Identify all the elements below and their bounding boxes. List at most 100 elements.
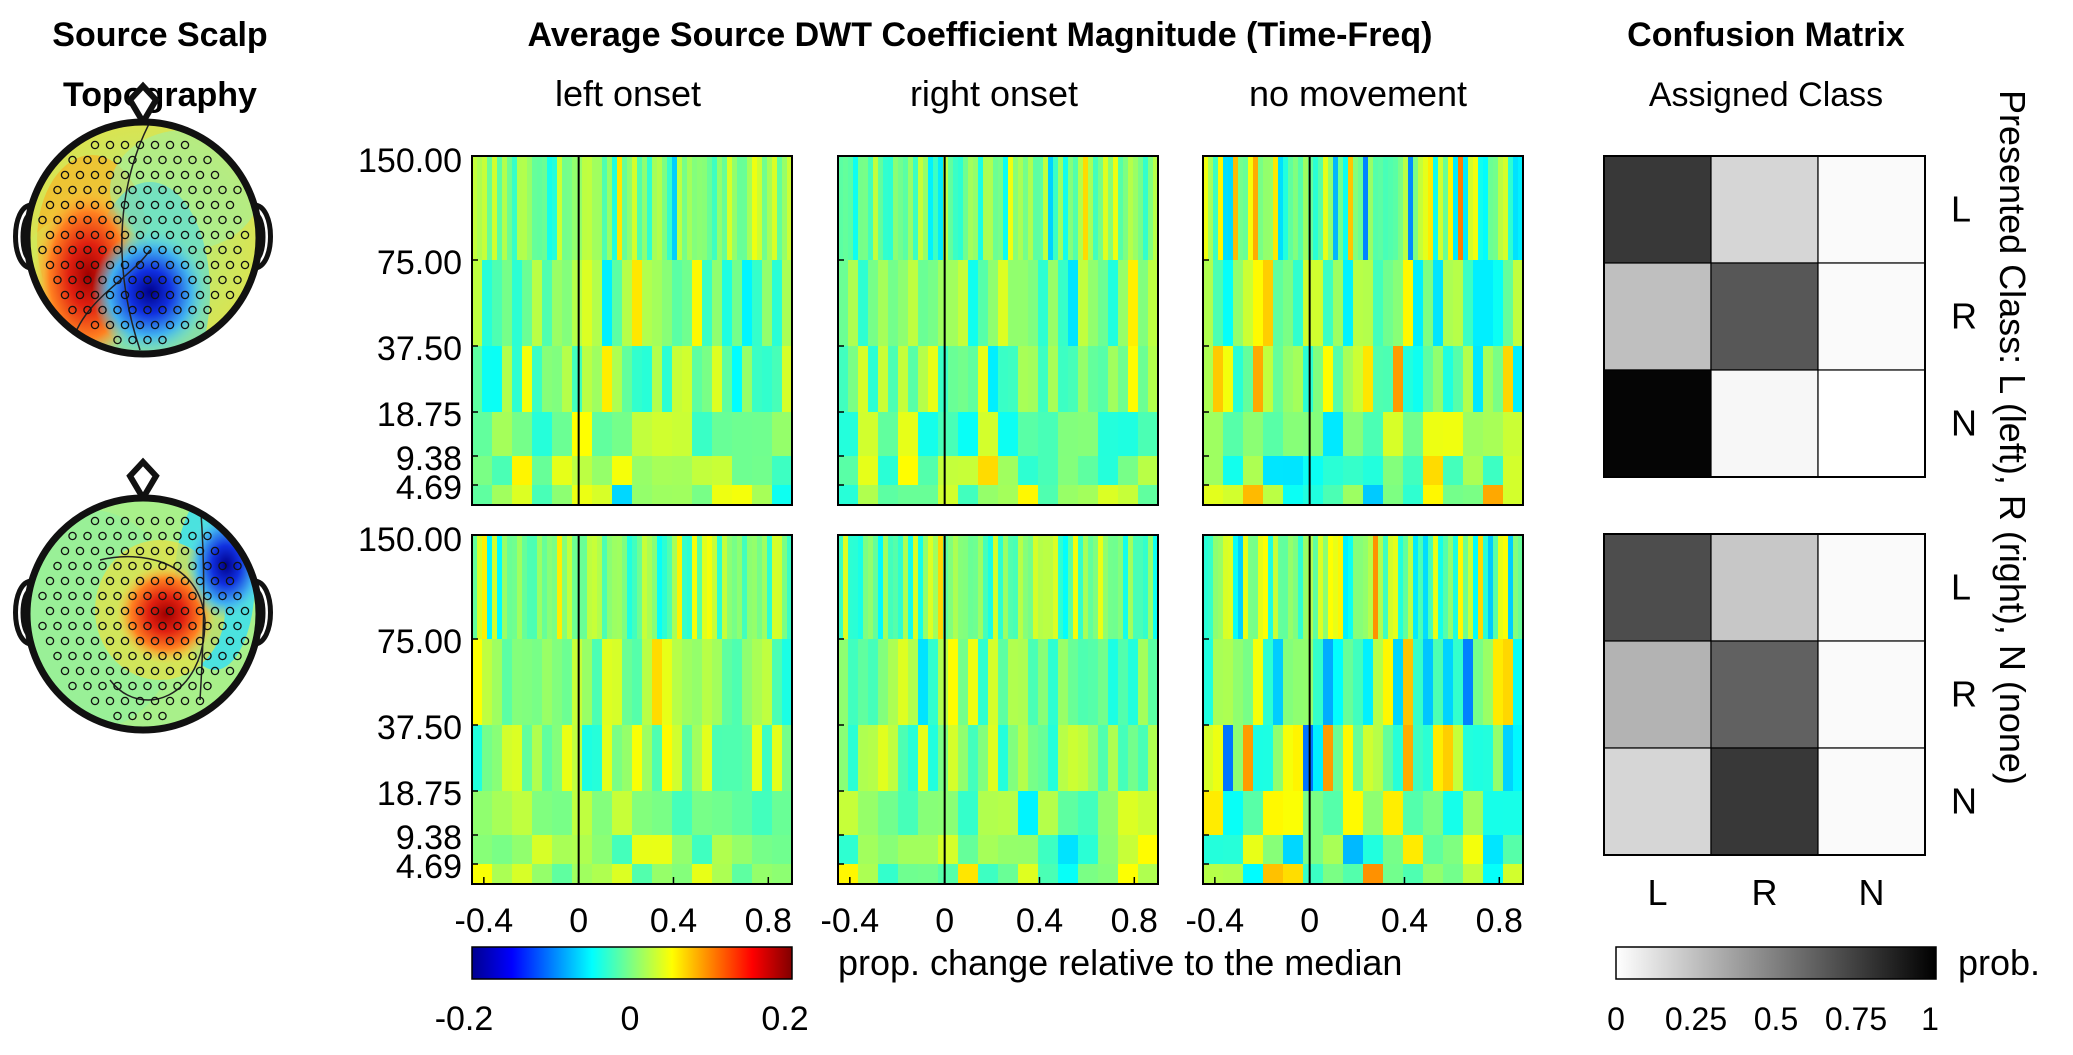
- heatmap-cell: [572, 791, 593, 836]
- heatmap-cell: [1058, 412, 1079, 457]
- electrode-marker: [203, 275, 212, 285]
- electrode-marker: [105, 170, 115, 180]
- heatmap-cell: [978, 346, 989, 413]
- heatmap-cell: [1378, 156, 1384, 261]
- heatmap-cell: [532, 412, 553, 457]
- heatmap-cell: [597, 535, 603, 640]
- heatmap-cell: [732, 835, 753, 865]
- confusion-cell: [1710, 369, 1819, 478]
- heatmap-cell: [477, 156, 483, 261]
- heatmap-cell: [712, 412, 733, 457]
- heatmap-panel-r1-no-movement: [1202, 155, 1524, 506]
- electrode-marker: [75, 666, 85, 676]
- colorbar-label: prop. change relative to the median: [838, 942, 1402, 983]
- electrode-marker: [105, 290, 115, 300]
- heatmap-cell: [1283, 639, 1294, 726]
- heatmap-cell: [1383, 535, 1389, 640]
- heatmap-cell: [732, 485, 753, 506]
- heatmap-cell: [1333, 639, 1344, 726]
- heatmap-cell: [632, 791, 653, 836]
- heatmap-cell: [918, 835, 939, 865]
- x-tick-label: -0.4: [821, 902, 880, 940]
- electrode-marker: [150, 260, 160, 270]
- heatmap-cell: [1218, 156, 1224, 261]
- electrode-marker: [165, 230, 175, 240]
- heatmap-cell: [868, 260, 879, 347]
- heatmap-cell: [1138, 456, 1159, 486]
- heatmap-cell: [692, 791, 713, 836]
- heatmap-cell: [1418, 156, 1424, 261]
- heatmap-cell: [928, 535, 934, 640]
- heatmap-cell: [1368, 156, 1374, 261]
- heatmap-cell: [958, 260, 969, 347]
- confusion-col-label: L: [1647, 872, 1667, 913]
- heatmap-cell: [1503, 835, 1524, 865]
- heatmap-cell: [692, 412, 713, 457]
- heatmap-cell: [908, 260, 919, 347]
- confusion-row-label: N: [1951, 781, 1977, 822]
- electrode-marker: [60, 290, 70, 300]
- heatmap-cell: [1463, 864, 1484, 885]
- heatmap-cell: [1048, 725, 1059, 792]
- heatmap-cell: [1048, 156, 1054, 261]
- electrode-marker: [143, 591, 152, 601]
- heatmap-cell: [943, 535, 949, 640]
- heatmap-cell: [492, 346, 503, 413]
- heatmap-cell: [1503, 639, 1514, 726]
- confusion-cell: [1710, 155, 1819, 264]
- freq-tick-label: 75.00: [377, 623, 462, 661]
- heatmap-cell: [762, 346, 773, 413]
- heatmap-cell: [652, 535, 658, 640]
- heatmap-cell: [772, 835, 793, 865]
- heatmap-cell: [782, 639, 793, 726]
- electrode-marker: [120, 696, 130, 706]
- heatmap-cell: [988, 346, 999, 413]
- heatmap-cell: [777, 535, 783, 640]
- heatmap-cell: [853, 535, 859, 640]
- electrode-marker: [83, 621, 92, 631]
- electrode-marker: [135, 546, 145, 556]
- heatmap-cell: [908, 639, 919, 726]
- heatmap-cell: [742, 535, 748, 640]
- electrode-marker: [90, 516, 100, 526]
- heatmap-cell: [1463, 456, 1484, 486]
- heatmap-cell: [702, 725, 713, 792]
- heatmap-cell: [472, 864, 493, 885]
- heatmap-cell: [893, 535, 899, 640]
- electrode-marker: [173, 185, 182, 195]
- heatmap-cell: [722, 725, 733, 792]
- heatmap-cell: [1283, 346, 1294, 413]
- heatmap-cell: [1433, 156, 1439, 261]
- heatmap-cell: [512, 791, 533, 836]
- heatmap-cell: [1098, 485, 1119, 506]
- heatmap-cell: [1128, 639, 1139, 726]
- heatmap-cell: [1373, 156, 1379, 261]
- heatmap-cell: [582, 346, 593, 413]
- heatmap-cell: [1068, 156, 1074, 261]
- heatmap-cell: [652, 864, 673, 885]
- electrode-marker: [188, 651, 197, 661]
- electrode-marker: [195, 260, 205, 270]
- heatmap-cell: [612, 639, 623, 726]
- heatmap-cell: [958, 639, 969, 726]
- heatmap-cell: [672, 485, 693, 506]
- heatmap-cell: [868, 639, 879, 726]
- heatmap-cell: [878, 456, 899, 486]
- x-tick-label: 0.8: [1476, 902, 1523, 940]
- heatmap-cell: [938, 535, 944, 640]
- electrode-marker: [68, 275, 77, 285]
- electrode-marker: [83, 245, 92, 255]
- electrode-marker: [45, 230, 55, 240]
- electrode-marker: [90, 606, 100, 616]
- heatmap-cell: [1463, 412, 1484, 457]
- heatmap-cell: [1138, 346, 1149, 413]
- heatmap-cell: [1033, 156, 1039, 261]
- heatmap-cell: [1098, 456, 1119, 486]
- electrode-marker: [90, 260, 100, 270]
- heatmap-cell: [1513, 260, 1524, 347]
- dwt-header: Average Source DWT Coefficient Magnitude…: [528, 16, 1433, 54]
- heatmap-cell: [1243, 835, 1264, 865]
- x-tick-label: 0.4: [1381, 902, 1428, 940]
- confusion-row-label: L: [1951, 189, 1971, 230]
- heatmap-cell: [983, 535, 989, 640]
